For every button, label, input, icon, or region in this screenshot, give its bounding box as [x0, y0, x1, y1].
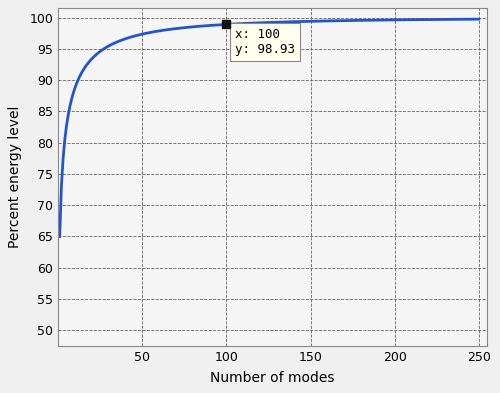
Text: x: 100
y: 98.93: x: 100 y: 98.93	[235, 28, 295, 55]
X-axis label: Number of modes: Number of modes	[210, 371, 335, 385]
Y-axis label: Percent energy level: Percent energy level	[8, 106, 22, 248]
